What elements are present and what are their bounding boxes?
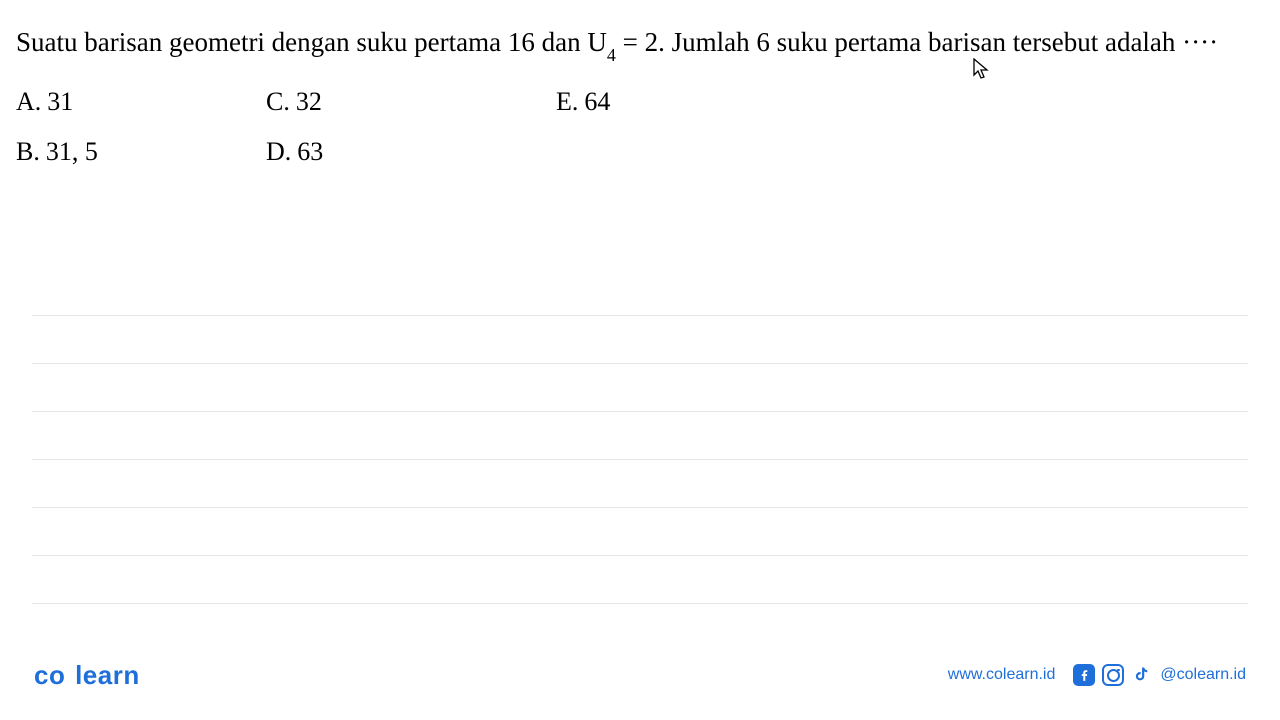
website-link[interactable]: www.colearn.id [948,666,1056,684]
option-b[interactable]: B. 31, 5 [16,137,266,167]
ruled-line [32,412,1248,460]
footer: co learn www.colearn.id @colearn.id [0,646,1280,720]
tiktok-icon[interactable] [1131,664,1153,686]
option-label: D. [266,137,291,167]
social-icons: @colearn.id [1073,664,1246,686]
option-d[interactable]: D. 63 [266,137,556,167]
logo-part1: co [34,660,65,690]
option-a[interactable]: A. 31 [16,87,266,117]
option-label: A. [16,87,41,117]
question-subscript: 4 [607,45,616,65]
logo-dot [66,660,74,690]
ruled-line [32,364,1248,412]
option-label: B. [16,137,40,167]
question-part2: = 2. Jumlah 6 suku pertama barisan terse… [616,27,1182,57]
footer-right: www.colearn.id @colearn.id [948,664,1246,686]
option-value: 63 [297,137,323,167]
option-value: 31 [47,87,73,117]
facebook-icon[interactable] [1073,664,1095,686]
option-c[interactable]: C. 32 [266,87,556,117]
ruled-line [32,556,1248,604]
ruled-line [32,316,1248,364]
question-text: Suatu barisan geometri dengan suku perta… [16,16,1264,69]
logo: co learn [34,660,140,691]
logo-part2: learn [75,660,140,690]
option-value: 64 [584,87,610,117]
option-label: E. [556,87,578,117]
option-label: C. [266,87,290,117]
ruled-lines-area [32,268,1248,640]
question-part3: ···· [1182,27,1218,57]
instagram-icon[interactable] [1102,664,1124,686]
option-e[interactable]: E. 64 [556,87,846,117]
ruled-line [32,268,1248,316]
question-area: Suatu barisan geometri dengan suku perta… [0,0,1280,167]
options-grid: A. 31 C. 32 E. 64 B. 31, 5 D. 63 [16,87,1264,167]
option-value: 32 [296,87,322,117]
ruled-line [32,460,1248,508]
question-part1: Suatu barisan geometri dengan suku perta… [16,27,607,57]
social-handle[interactable]: @colearn.id [1160,666,1246,684]
ruled-line [32,508,1248,556]
option-value: 31, 5 [46,137,98,167]
